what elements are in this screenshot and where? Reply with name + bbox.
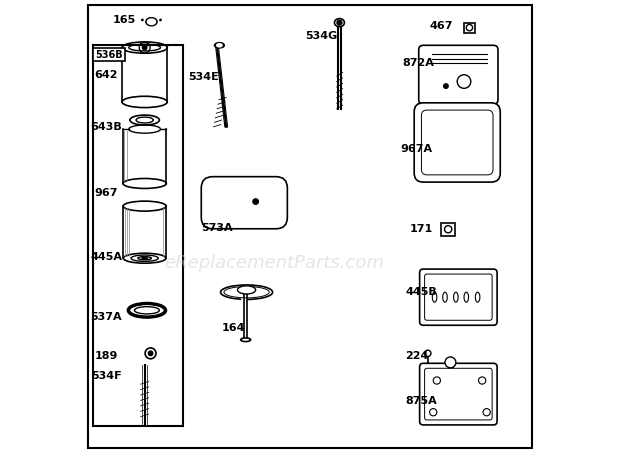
Text: 189: 189: [94, 351, 118, 361]
Ellipse shape: [241, 338, 250, 342]
Text: 445A: 445A: [90, 252, 122, 262]
Text: 467: 467: [430, 21, 453, 31]
Text: 164: 164: [221, 323, 245, 333]
Ellipse shape: [146, 18, 157, 26]
Ellipse shape: [123, 253, 166, 263]
FancyBboxPatch shape: [422, 110, 493, 175]
Circle shape: [444, 84, 448, 88]
Text: 536B: 536B: [95, 50, 123, 60]
Text: 875A: 875A: [405, 396, 437, 406]
FancyBboxPatch shape: [88, 5, 532, 448]
Text: 534G: 534G: [305, 31, 337, 41]
Text: 534F: 534F: [91, 371, 122, 381]
Ellipse shape: [221, 285, 273, 299]
Text: 445B: 445B: [405, 287, 437, 297]
Circle shape: [253, 199, 259, 204]
FancyBboxPatch shape: [425, 368, 492, 420]
Text: 967A: 967A: [401, 145, 433, 154]
Ellipse shape: [216, 43, 222, 47]
Text: 165: 165: [113, 15, 136, 25]
FancyBboxPatch shape: [414, 103, 500, 182]
Text: 642: 642: [94, 70, 118, 80]
Ellipse shape: [142, 257, 148, 259]
Text: 872A: 872A: [403, 58, 435, 68]
Text: 967: 967: [94, 188, 118, 198]
Text: 224: 224: [405, 351, 428, 361]
Ellipse shape: [133, 306, 161, 314]
Text: 537A: 537A: [91, 312, 122, 322]
Ellipse shape: [237, 286, 255, 294]
Circle shape: [148, 351, 153, 356]
Ellipse shape: [334, 19, 345, 27]
FancyBboxPatch shape: [418, 45, 498, 104]
FancyBboxPatch shape: [464, 23, 476, 33]
FancyBboxPatch shape: [441, 223, 455, 236]
FancyBboxPatch shape: [425, 274, 492, 320]
Circle shape: [336, 19, 343, 26]
Text: 573A: 573A: [202, 223, 233, 233]
Ellipse shape: [215, 43, 224, 48]
FancyBboxPatch shape: [420, 269, 497, 325]
FancyBboxPatch shape: [420, 363, 497, 425]
Ellipse shape: [148, 19, 156, 24]
Text: 534E: 534E: [188, 72, 219, 82]
FancyBboxPatch shape: [92, 45, 183, 426]
Circle shape: [445, 357, 456, 368]
FancyBboxPatch shape: [202, 177, 287, 229]
Circle shape: [143, 45, 147, 50]
Text: eReplacementParts.com: eReplacementParts.com: [164, 254, 384, 272]
Text: 171: 171: [409, 224, 433, 234]
FancyBboxPatch shape: [92, 48, 125, 61]
Text: 643B: 643B: [91, 122, 122, 132]
